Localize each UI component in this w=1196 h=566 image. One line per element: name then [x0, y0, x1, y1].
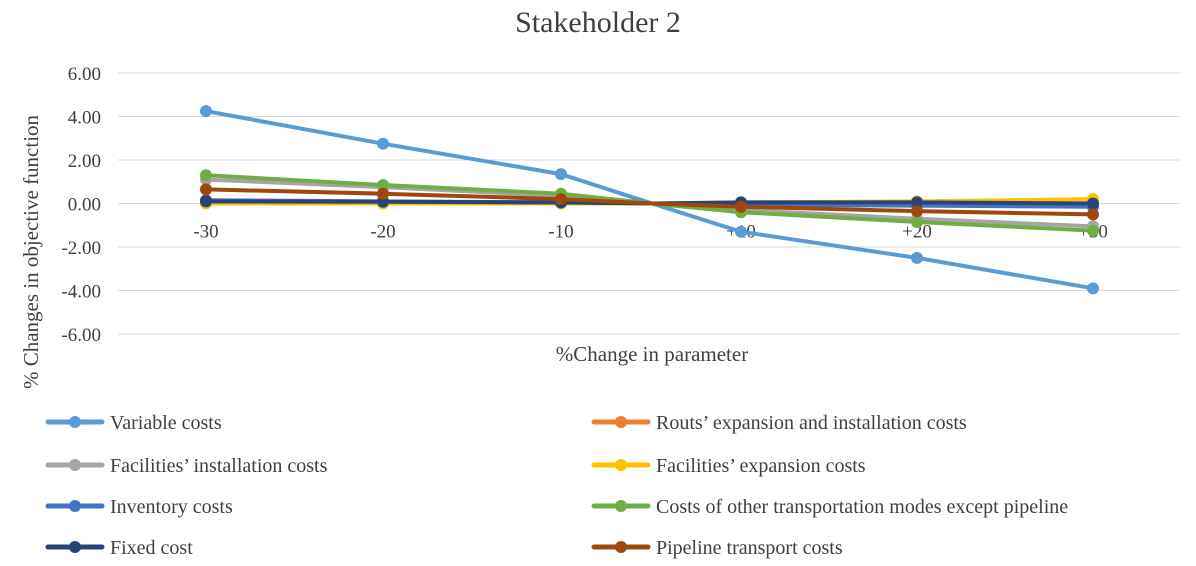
series-6-point-4 — [911, 196, 923, 209]
series-0-point-4 — [911, 251, 923, 264]
legend-label-7: Pipeline transport costs — [656, 537, 843, 559]
series-7-point-2 — [555, 193, 567, 206]
legend-label-3: Facilities’ expansion costs — [656, 455, 866, 477]
y-tick-label-4: -2.00 — [61, 238, 101, 259]
legend-label-2: Facilities’ installation costs — [110, 455, 328, 477]
x-tick-label-2: -10 — [548, 222, 573, 243]
y-tick-label-2: 2.00 — [68, 151, 101, 172]
legend-swatch-marker-3 — [615, 459, 627, 471]
x-axis-tick-labels: -30-20-10+10+20+30 — [193, 222, 1108, 243]
y-tick-label-0: 6.00 — [68, 64, 101, 85]
legend-swatch-marker-5 — [615, 500, 627, 512]
x-tick-label-1: -20 — [370, 222, 395, 243]
series-7-point-5 — [1087, 208, 1099, 221]
legend-swatch-marker-4 — [69, 500, 81, 512]
y-tick-label-1: 4.00 — [68, 108, 101, 129]
legend-label-5: Costs of other transportation modes exce… — [656, 496, 1068, 518]
series-7-point-1 — [377, 187, 389, 200]
legend-label-1: Routs’ expansion and installation costs — [656, 412, 967, 434]
y-tick-label-5: -4.00 — [61, 282, 101, 303]
y-axis-tick-labels: 6.00 4.00 2.00 0.00 -2.00 -4.00 -6.00 — [61, 64, 101, 346]
legend-item-4: Inventory costs — [45, 496, 233, 518]
legend-item-7: Pipeline transport costs — [591, 537, 843, 559]
legend-swatch-marker-1 — [615, 416, 627, 428]
series-5-point-4 — [911, 215, 923, 228]
chart-title: Stakeholder 2 — [515, 6, 681, 39]
legend-item-5: Costs of other transportation modes exce… — [591, 496, 1068, 518]
legend-item-1: Routs’ expansion and installation costs — [591, 412, 967, 434]
x-axis-label: %Change in parameter — [556, 342, 748, 366]
legend-swatch-marker-2 — [69, 459, 81, 471]
x-tick-label-4: +20 — [902, 222, 932, 243]
series-5-point-5 — [1087, 224, 1099, 237]
legend-swatch-marker-0 — [69, 416, 81, 428]
legend-item-2: Facilities’ installation costs — [45, 455, 328, 477]
series-0-point-1 — [377, 137, 389, 150]
y-axis-label: % Changes in objective function — [19, 114, 43, 389]
series-6-point-0 — [200, 195, 212, 208]
series-7-point-4 — [911, 205, 923, 218]
series-6-point-5 — [1087, 197, 1099, 210]
y-tick-label-6: -6.00 — [61, 325, 101, 346]
series-markers — [200, 105, 1099, 295]
legend-label-4: Inventory costs — [110, 496, 233, 518]
series-5-point-0 — [200, 169, 212, 182]
x-tick-label-0: -30 — [193, 222, 218, 243]
series-7-point-3 — [735, 200, 747, 213]
legend-label-0: Variable costs — [110, 412, 222, 434]
series-7-point-0 — [200, 183, 212, 196]
legend-label-6: Fixed cost — [110, 537, 193, 559]
series-0-point-5 — [1087, 282, 1099, 295]
legend-item-3: Facilities’ expansion costs — [591, 455, 866, 477]
y-tick-label-3: 0.00 — [68, 195, 101, 216]
legend-swatch-marker-7 — [615, 541, 627, 553]
legend-item-0: Variable costs — [45, 412, 222, 434]
series-0-point-0 — [200, 105, 212, 118]
legend-swatch-marker-6 — [69, 541, 81, 553]
legend: Variable costs Routs’ expansion and insta… — [45, 412, 1068, 559]
series-0-point-2 — [555, 168, 567, 181]
legend-item-6: Fixed cost — [45, 537, 193, 559]
series-5-point-1 — [377, 179, 389, 192]
series-0-point-3 — [735, 225, 747, 238]
series-lines — [204, 109, 1095, 291]
